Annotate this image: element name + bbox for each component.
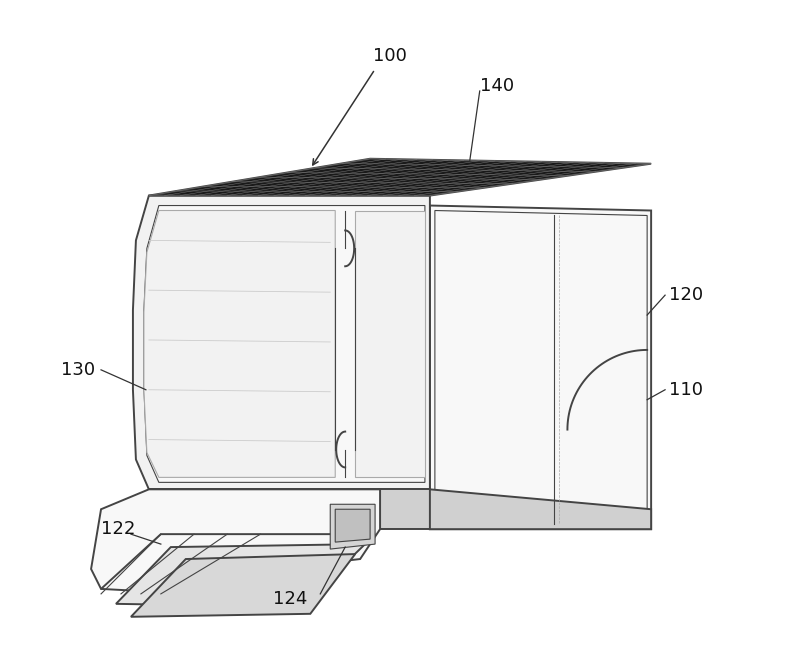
Polygon shape	[430, 205, 651, 529]
Text: 100: 100	[373, 47, 407, 65]
Polygon shape	[355, 211, 425, 477]
Polygon shape	[335, 509, 370, 542]
Text: 110: 110	[669, 381, 703, 399]
Text: 124: 124	[273, 590, 307, 608]
Text: 140: 140	[480, 77, 514, 95]
Polygon shape	[330, 504, 375, 549]
Polygon shape	[133, 195, 430, 489]
Text: 130: 130	[61, 361, 95, 379]
Polygon shape	[149, 489, 430, 529]
Polygon shape	[101, 534, 375, 599]
Text: 120: 120	[669, 286, 703, 304]
Polygon shape	[91, 489, 380, 589]
Polygon shape	[131, 554, 355, 617]
Polygon shape	[435, 211, 647, 524]
Polygon shape	[116, 544, 365, 607]
Polygon shape	[144, 205, 425, 483]
Polygon shape	[149, 159, 651, 195]
Polygon shape	[144, 211, 335, 477]
Polygon shape	[430, 489, 651, 529]
Text: 122: 122	[101, 520, 135, 538]
